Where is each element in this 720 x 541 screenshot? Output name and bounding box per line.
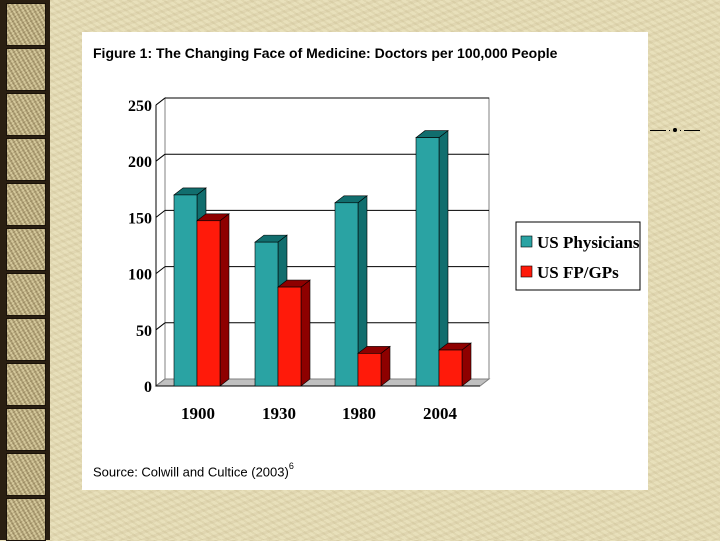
filmstrip-cell bbox=[6, 453, 46, 496]
gridline-side bbox=[155, 153, 166, 162]
gridline-side bbox=[155, 97, 166, 106]
filmstrip-cell bbox=[6, 48, 46, 91]
bar-us-fp-gps-2004 bbox=[438, 342, 472, 387]
source-note: Source: Colwill and Cultice (2003)6 bbox=[93, 461, 294, 480]
bar-us-fp-gps-1930 bbox=[277, 279, 311, 387]
decorative-line bbox=[650, 128, 701, 132]
bar-us-physicians-2004 bbox=[415, 129, 449, 387]
filmstrip-cell bbox=[6, 93, 46, 136]
filmstrip-cell bbox=[6, 3, 46, 46]
gridline-side bbox=[155, 266, 166, 274]
filmstrip-cell bbox=[6, 183, 46, 226]
legend-swatch bbox=[520, 265, 533, 278]
y-tick-label: 150 bbox=[128, 210, 152, 227]
source-text: Source: Colwill and Cultice (2003) bbox=[93, 464, 289, 480]
filmstrip-cell bbox=[6, 228, 46, 271]
y-tick-label: 50 bbox=[136, 323, 152, 340]
legend-label: US FP/GPs bbox=[537, 263, 619, 282]
bar-front bbox=[277, 286, 302, 387]
bar-front bbox=[254, 241, 279, 387]
filmstrip-cell bbox=[6, 363, 46, 406]
plot-side-wall bbox=[155, 96, 166, 388]
legend-swatch bbox=[520, 235, 533, 248]
chart-title: Figure 1: The Changing Face of Medicine:… bbox=[93, 45, 558, 61]
bar-front bbox=[357, 353, 382, 387]
y-tick-label: 0 bbox=[144, 379, 152, 396]
filmstrip-cell bbox=[6, 273, 46, 316]
gridline-side bbox=[155, 322, 166, 331]
y-tick-label: 200 bbox=[128, 154, 152, 171]
bar-front bbox=[438, 349, 463, 387]
filmstrip-cell bbox=[6, 318, 46, 361]
x-tick-label: 2004 bbox=[423, 404, 458, 423]
bar-front bbox=[173, 194, 198, 387]
bar-us-fp-gps-1900 bbox=[196, 213, 230, 387]
chart-legend: US Physicians US FP/GPs bbox=[515, 221, 641, 291]
x-tick-label: 1980 bbox=[342, 404, 376, 423]
filmstrip-border bbox=[0, 0, 50, 541]
bar-front bbox=[334, 202, 359, 387]
filmstrip-cell bbox=[6, 138, 46, 181]
gridline-side bbox=[155, 210, 166, 218]
legend-label: US Physicians bbox=[537, 233, 640, 252]
y-tick-label: 250 bbox=[128, 98, 152, 115]
legend-box bbox=[515, 221, 641, 291]
bar-front bbox=[415, 137, 440, 387]
bar-us-fp-gps-1980 bbox=[357, 345, 391, 387]
x-tick-label: 1930 bbox=[262, 404, 296, 423]
filmstrip-cell bbox=[6, 408, 46, 451]
bar-side bbox=[461, 342, 472, 387]
bar-side bbox=[300, 279, 311, 387]
source-superscript: 6 bbox=[288, 461, 294, 471]
x-tick-label: 1900 bbox=[181, 404, 215, 423]
bar-side bbox=[219, 213, 230, 387]
bar-front bbox=[196, 220, 221, 387]
filmstrip-cell bbox=[6, 498, 46, 541]
y-tick-label: 100 bbox=[128, 267, 152, 284]
